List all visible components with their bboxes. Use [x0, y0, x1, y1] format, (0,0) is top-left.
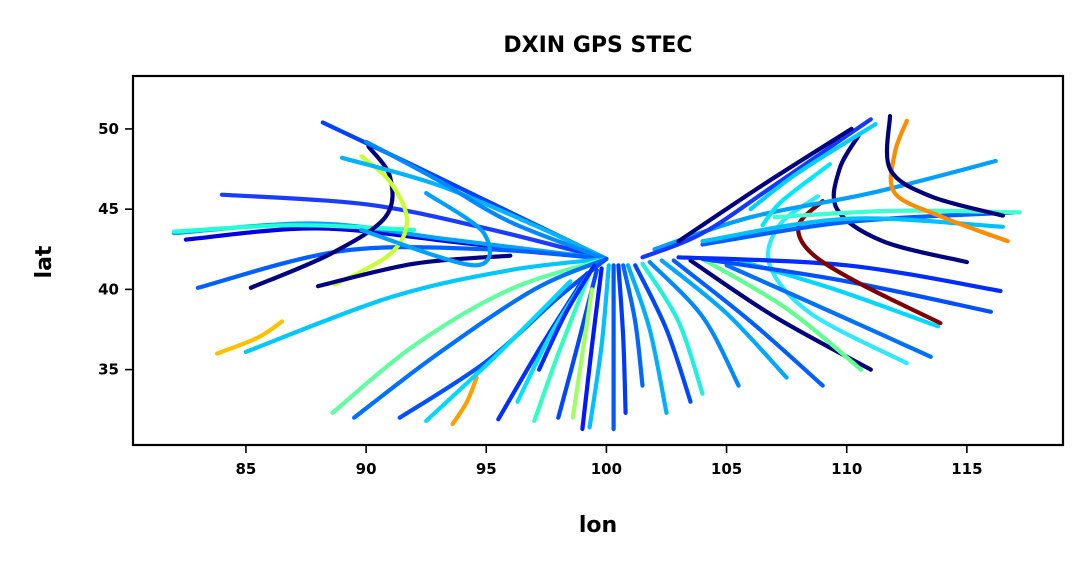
satellite-track-42 [700, 256, 993, 314]
satellite-track-17 [450, 375, 479, 427]
y-tick-label: 45 [98, 200, 119, 218]
satellite-track-44 [796, 199, 943, 326]
plot-frame [131, 74, 1065, 447]
satellite-track-34 [647, 260, 741, 388]
satellite-track-27 [587, 263, 611, 430]
satellite-track-13 [364, 139, 609, 261]
x-tick-label: 85 [236, 460, 257, 478]
x-tick-label: 100 [591, 460, 622, 478]
x-axis-label: lon [579, 513, 617, 538]
satellite-track-19 [359, 191, 492, 268]
satellite-track-32 [633, 263, 693, 404]
satellite-track-38 [700, 256, 864, 372]
satellite-track-25 [570, 287, 595, 420]
satellite-track-48 [700, 216, 1005, 244]
satellite-track-10 [315, 253, 513, 289]
satellite-track-45 [831, 133, 969, 265]
satellite-track-6 [243, 256, 609, 354]
satellite-track-33 [640, 261, 705, 396]
satellite-track-46 [700, 210, 1017, 247]
x-tick-label: 105 [711, 460, 742, 478]
satellite-track-53 [676, 126, 854, 244]
satellite-track-23 [537, 263, 597, 372]
satellite-track-31 [625, 263, 669, 415]
x-tick-label: 110 [831, 460, 862, 478]
y-axis-label: lat [32, 245, 57, 278]
satellite-track-36 [671, 258, 825, 388]
satellite-track-35 [659, 258, 789, 380]
satellite-track-49 [652, 158, 998, 252]
satellite-track-4 [171, 223, 417, 234]
satellite-track-52 [640, 117, 873, 260]
x-axis-ticks: 85 90 95 100 105 110 115 [236, 445, 983, 478]
y-tick-label: 40 [98, 280, 119, 298]
y-axis-ticks: 35 40 45 50 [98, 120, 133, 379]
satellite-track-24 [556, 268, 599, 420]
satellite-track-54 [748, 122, 878, 212]
satellite-track-51 [884, 114, 1005, 218]
x-tick-label: 90 [356, 460, 377, 478]
satellite-track-50 [888, 118, 1010, 244]
satellite-track-55 [760, 162, 832, 228]
y-tick-label: 50 [98, 120, 119, 138]
satellite-track-30 [621, 263, 645, 388]
satellite-track-7 [215, 319, 285, 356]
data-tracks [171, 114, 1022, 432]
satellite-track-14 [330, 256, 609, 415]
x-tick-label: 115 [951, 460, 982, 478]
y-tick-label: 35 [98, 361, 119, 379]
satellite-track-29 [616, 263, 628, 415]
chart-title: DXIN GPS STEC [503, 33, 692, 58]
x-tick-label: 95 [476, 460, 497, 478]
satellite-track-2 [219, 192, 609, 261]
satellite-track-9 [332, 154, 410, 287]
satellite-track-43 [676, 255, 1003, 294]
satellite-track-18 [424, 279, 573, 423]
satellite-track-40 [724, 263, 933, 359]
satellite-track-15 [352, 256, 609, 420]
satellite-track-21 [532, 271, 592, 423]
satellite-track-26 [580, 266, 604, 432]
satellite-track-12 [340, 155, 609, 261]
